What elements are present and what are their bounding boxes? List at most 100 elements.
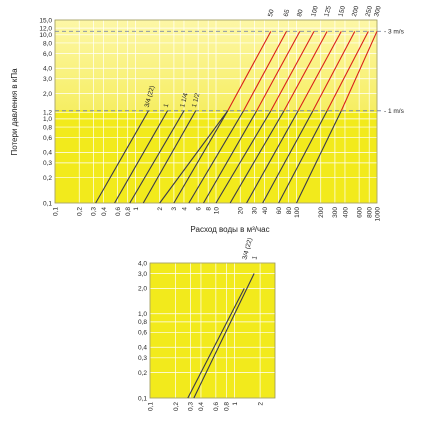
x-tick-label: 0,8 — [125, 207, 132, 216]
y-tick-label: 0,8 — [138, 319, 147, 326]
series-line — [296, 110, 342, 204]
series-label: 125 — [323, 5, 333, 18]
series-line — [256, 31, 301, 112]
y-tick-label: 3,0 — [138, 271, 147, 278]
series-line — [187, 288, 245, 399]
x-tick-label: 0,3 — [188, 402, 195, 411]
y-tick-label: 0,3 — [138, 355, 147, 362]
series-line — [95, 110, 149, 204]
x-tick-label: 600 — [356, 207, 363, 218]
series-line — [173, 110, 229, 204]
series-line — [227, 31, 272, 112]
x-tick-label: 30 — [252, 207, 259, 215]
y-tick-label: 0,2 — [43, 175, 52, 182]
series-label: 200 — [351, 5, 361, 18]
y-tick-label: 0,1 — [43, 200, 52, 207]
series-line — [203, 110, 258, 204]
y-tick-label: 0,2 — [138, 370, 147, 377]
velocity-lines: - 3 m/s - 1 m/s — [55, 29, 405, 115]
main-y-tick-labels: 0,10,20,30,40,60,81,01,22,03,04,06,08,01… — [39, 17, 52, 207]
inset-size-labels: 3/4 (22)1 — [241, 237, 259, 260]
x-tick-label: 0,4 — [101, 207, 108, 216]
y-tick-label: 0,4 — [138, 345, 147, 352]
series-label: 80 — [296, 8, 305, 17]
inset-plot-bg — [150, 263, 275, 398]
y-tick-label: 4,0 — [43, 66, 52, 73]
series-line — [340, 31, 378, 111]
x-tick-label: 4 — [181, 207, 188, 211]
series-line — [229, 110, 285, 204]
y-tick-label: 6,0 — [43, 51, 52, 58]
series-label: 250 — [364, 5, 374, 18]
y-tick-label: 10,0 — [39, 32, 52, 39]
inset-series — [187, 273, 255, 399]
inset-plot-frame — [149, 262, 276, 399]
x-tick-label: 300 — [332, 207, 339, 218]
x-tick-label: 400 — [342, 207, 349, 218]
main-chart: - 3 m/s- 1 m/s 0,10,20,30,40,60,81,01,22… — [10, 5, 405, 234]
y-tick-label: 15,0 — [39, 17, 52, 24]
x-tick-label: 0,4 — [198, 402, 205, 411]
x-tick-label: 80 — [286, 207, 293, 215]
series-label: 1 1/4 — [179, 92, 190, 108]
y-tick-label: 0,6 — [138, 330, 147, 337]
y-tick-label: 0,1 — [138, 395, 147, 402]
y-tick-label: 1,2 — [43, 110, 52, 117]
series-line — [278, 110, 328, 204]
series-line — [193, 273, 255, 399]
x-tick-label: 1 — [133, 207, 140, 211]
series-label: 300 — [373, 5, 383, 18]
x-tick-label: 0,6 — [115, 207, 122, 216]
x-tick-label: 0,1 — [52, 207, 59, 216]
velocity-label: - 1 m/s — [384, 108, 405, 115]
series-label: 1 1/2 — [191, 92, 202, 108]
series-label: 50 — [267, 8, 276, 17]
series-line — [283, 31, 328, 112]
x-tick-label: 200 — [318, 207, 325, 218]
x-tick-label: 0,3 — [91, 207, 98, 216]
series-line — [129, 110, 185, 204]
series-line — [312, 31, 356, 112]
series-line — [114, 110, 169, 204]
series-line — [142, 110, 197, 204]
y-tick-label: 12,0 — [39, 25, 52, 32]
y-tick-label: 3,0 — [43, 76, 52, 83]
x-tick-label: 0,2 — [173, 402, 180, 411]
velocity-label: - 3 m/s — [384, 29, 405, 36]
series-line — [270, 31, 315, 112]
y-tick-label: 1,0 — [138, 311, 147, 318]
x-tick-label: 60 — [276, 207, 283, 215]
x-tick-label: 0,2 — [77, 207, 84, 216]
x-tick-label: 20 — [238, 207, 245, 215]
x-tick-label: 3 — [171, 207, 178, 211]
series-label: 100 — [310, 5, 320, 18]
series-line — [262, 110, 314, 204]
y-tick-label: 2,0 — [43, 91, 52, 98]
y-tick-label: 1,0 — [43, 116, 52, 123]
series-label: 65 — [283, 8, 292, 17]
x-tick-label: 8 — [205, 207, 212, 211]
x-tick-label: 0,8 — [224, 402, 231, 411]
series-line — [326, 31, 369, 112]
series-label: 1 — [251, 255, 259, 261]
y-tick-label: 2,0 — [138, 286, 147, 293]
inset-x-tick-labels: 0,1 0,2 0,3 0,4 0,6 0,8 1 2 — [147, 402, 264, 411]
y-tick-label: 0,8 — [43, 124, 52, 131]
x-tick-label: 40 — [262, 207, 269, 215]
y-tick-label: 0,3 — [43, 160, 52, 167]
y-tick-label: 4,0 — [138, 260, 147, 267]
series-line — [215, 110, 272, 204]
main-y-axis-label: Потери давления в кПа — [10, 68, 19, 156]
series-line — [246, 110, 299, 204]
y-tick-label: 0,4 — [43, 150, 52, 157]
x-tick-label: 0,6 — [213, 402, 220, 411]
x-tick-label: 1 — [232, 402, 239, 406]
series-line — [188, 110, 245, 204]
main-x-axis-label: Расход воды в м³/час — [190, 225, 269, 234]
x-tick-label: 100 — [294, 207, 301, 218]
x-tick-label: 6 — [195, 207, 202, 211]
main-x-tick-labels: 0,1 0,2 0,3 0,4 0,6 0,8 1 2 3 4 6 8 10 20 30 40 60 80 100 2… — [52, 207, 381, 222]
y-tick-label: 8,0 — [43, 40, 52, 47]
inset-chart: 0,10,20,30,40,60,81,02,03,04,0 0,1 0,2 0,3… — [138, 237, 276, 411]
